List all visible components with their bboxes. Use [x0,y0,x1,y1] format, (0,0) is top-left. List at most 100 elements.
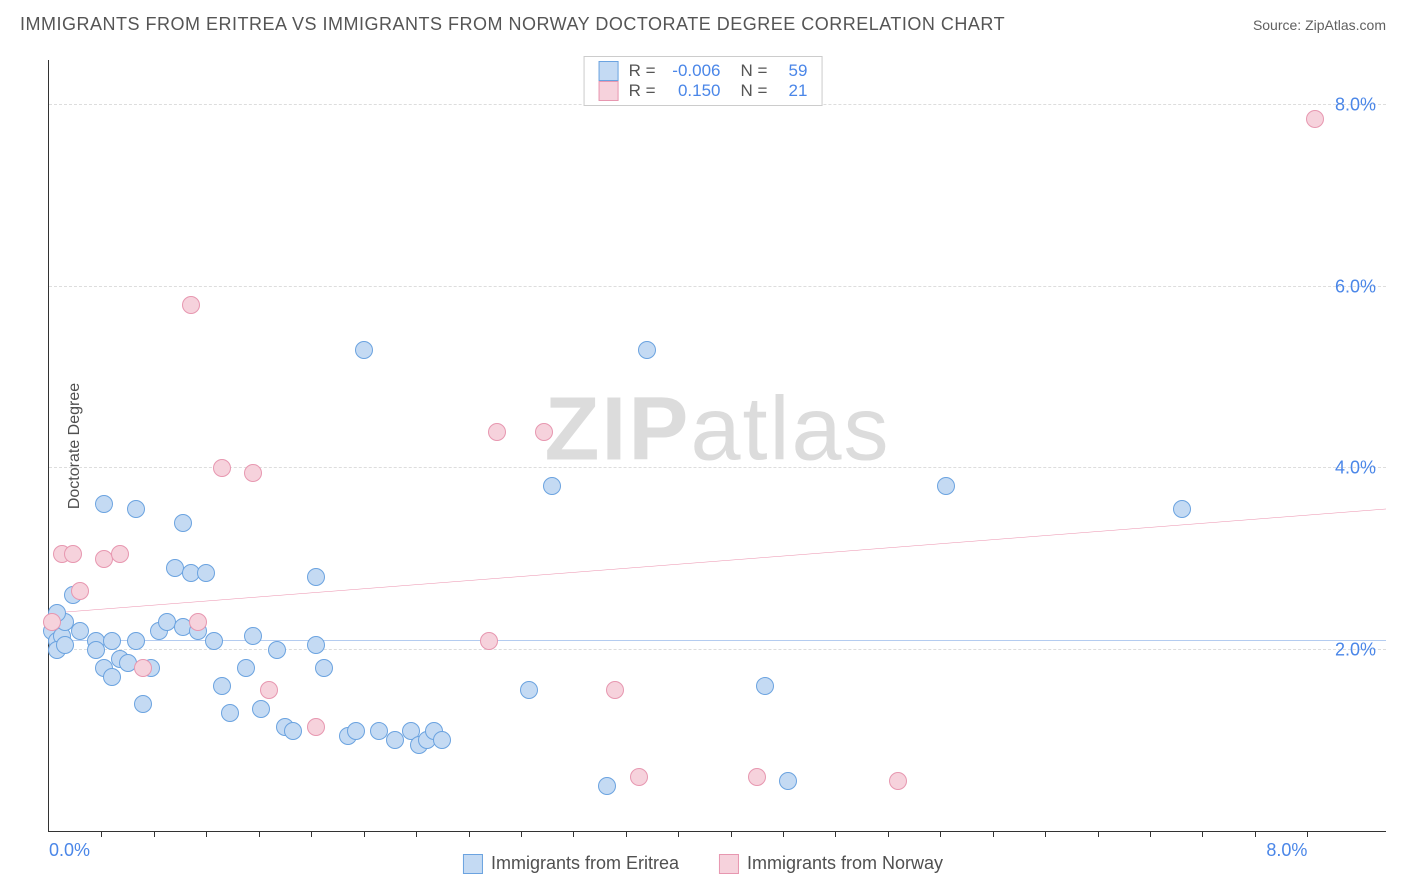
x-tick [416,831,417,837]
legend-top: R = -0.006 N = 59R = 0.150 N = 21 [584,56,823,106]
legend-bottom: Immigrants from Eritrea Immigrants from N… [463,853,943,874]
x-tick [835,831,836,837]
scatter-point [134,659,152,677]
scatter-point [355,341,373,359]
legend-r-label: R = [629,61,656,81]
legend-r-value: -0.006 [666,61,721,81]
legend-swatch [599,81,619,101]
legend-n-label: N = [741,61,768,81]
scatter-point [205,632,223,650]
x-tick [1255,831,1256,837]
x-tick-label-min: 0.0% [49,840,90,861]
scatter-point [71,582,89,600]
legend-r-label: R = [629,81,656,101]
y-tick-label: 2.0% [1335,639,1376,660]
watermark-rest: atlas [690,380,890,480]
legend-top-row: R =0.150N =21 [599,81,808,101]
legend-swatch [463,854,483,874]
scatter-point [43,613,61,631]
legend-bottom-item: Immigrants from Eritrea [463,853,679,874]
legend-swatch [719,854,739,874]
x-tick [469,831,470,837]
legend-bottom-label: Immigrants from Eritrea [491,853,679,874]
watermark-bold: ZIP [544,380,690,480]
scatter-point [213,459,231,477]
x-tick [1150,831,1151,837]
scatter-point [598,777,616,795]
scatter-point [268,641,286,659]
scatter-point [127,500,145,518]
x-tick [521,831,522,837]
scatter-point [307,636,325,654]
scatter-point [260,681,278,699]
legend-bottom-item: Immigrants from Norway [719,853,943,874]
x-tick [364,831,365,837]
x-tick [888,831,889,837]
scatter-point [95,495,113,513]
scatter-point [111,545,129,563]
legend-r-value: 0.150 [666,81,721,101]
legend-swatch [599,61,619,81]
scatter-point [347,722,365,740]
scatter-point [315,659,333,677]
legend-n-value: 21 [777,81,807,101]
scatter-point [433,731,451,749]
scatter-point [244,627,262,645]
scatter-point [1306,110,1324,128]
x-tick [993,831,994,837]
scatter-point [520,681,538,699]
scatter-point [174,514,192,532]
chart-area: ZIPatlas 2.0%4.0%6.0%8.0%0.0%8.0% [48,60,1386,832]
scatter-point [103,668,121,686]
scatter-point [889,772,907,790]
scatter-point [543,477,561,495]
scatter-point [779,772,797,790]
scatter-point [307,568,325,586]
scatter-point [64,545,82,563]
x-tick [1098,831,1099,837]
scatter-point [1173,500,1191,518]
x-tick [154,831,155,837]
scatter-point [127,632,145,650]
scatter-point [937,477,955,495]
chart-title: IMMIGRANTS FROM ERITREA VS IMMIGRANTS FR… [20,14,1005,35]
scatter-point [189,613,207,631]
y-tick-label: 8.0% [1335,95,1376,116]
gridline [49,286,1386,287]
legend-n-value: 59 [777,61,807,81]
scatter-point [307,718,325,736]
scatter-point [480,632,498,650]
scatter-point [237,659,255,677]
scatter-point [213,677,231,695]
scatter-point [488,423,506,441]
legend-bottom-label: Immigrants from Norway [747,853,943,874]
scatter-point [221,704,239,722]
plot-region: ZIPatlas 2.0%4.0%6.0%8.0%0.0%8.0% [48,60,1386,832]
legend-top-row: R = -0.006 N = 59 [599,61,808,81]
scatter-point [535,423,553,441]
x-tick [678,831,679,837]
x-tick [731,831,732,837]
x-tick [311,831,312,837]
x-tick [1307,831,1308,837]
x-tick [783,831,784,837]
scatter-point [756,677,774,695]
watermark: ZIPatlas [544,379,890,482]
x-tick [206,831,207,837]
scatter-point [197,564,215,582]
x-tick [573,831,574,837]
x-tick-label-max: 8.0% [1266,840,1307,861]
trend-lines [49,60,1386,831]
scatter-point [638,341,656,359]
scatter-point [606,681,624,699]
scatter-point [284,722,302,740]
scatter-point [56,636,74,654]
x-tick [101,831,102,837]
x-tick [940,831,941,837]
x-tick [1045,831,1046,837]
x-tick [259,831,260,837]
scatter-point [134,695,152,713]
trend-line [49,509,1386,613]
y-tick-label: 4.0% [1335,458,1376,479]
scatter-point [748,768,766,786]
